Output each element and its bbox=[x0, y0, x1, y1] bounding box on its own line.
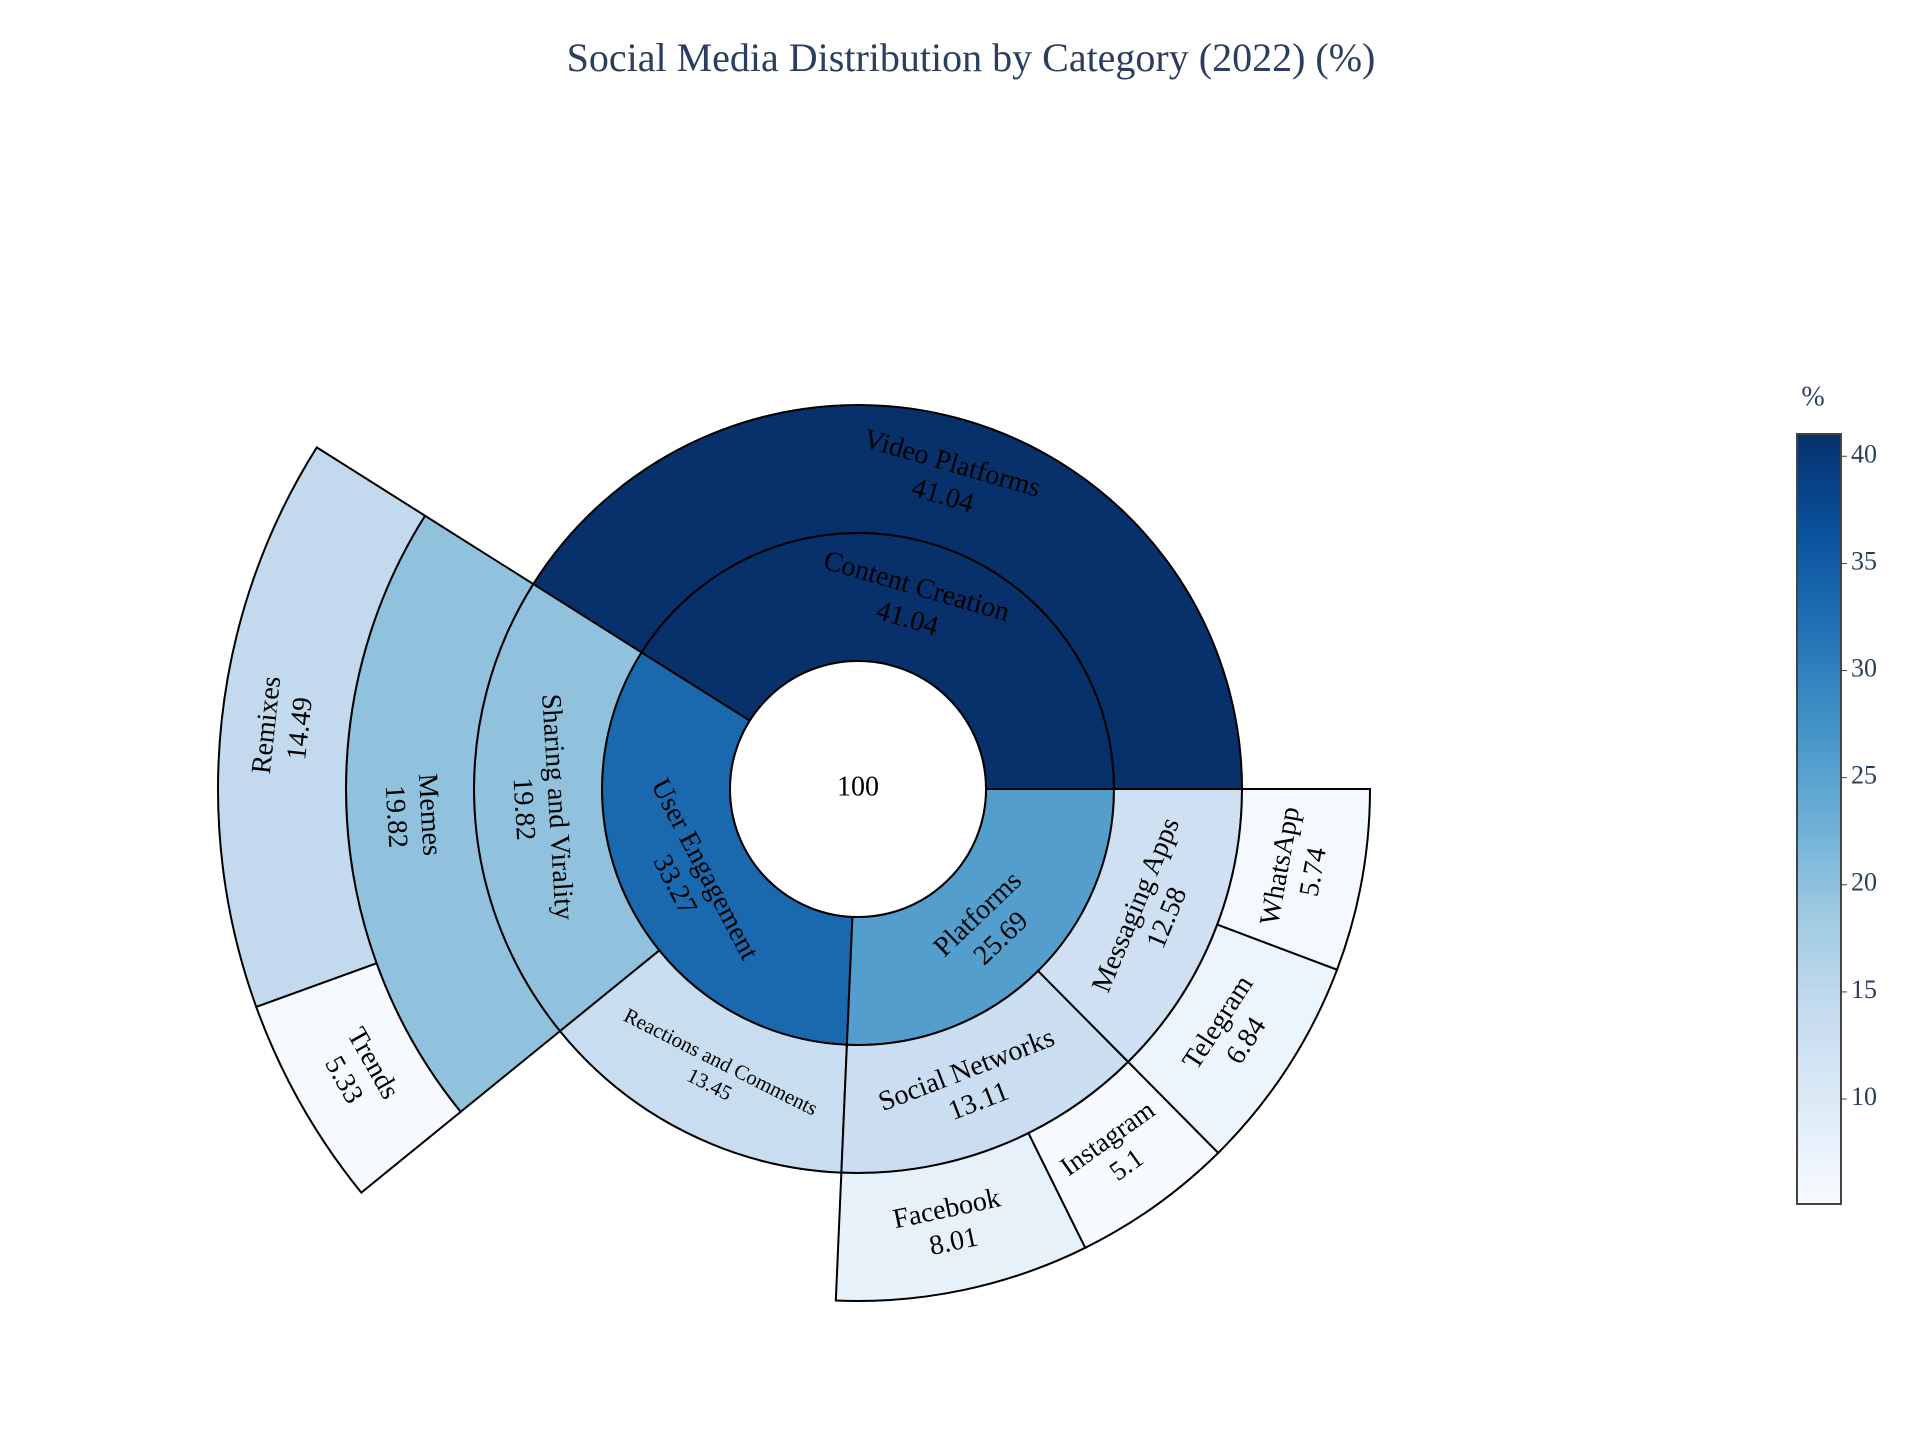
colorbar-tick-label: 15 bbox=[1851, 975, 1877, 1004]
root-value: 100 bbox=[837, 771, 879, 802]
colorbar-tick-label: 35 bbox=[1851, 546, 1877, 575]
colorbar-tick-label: 10 bbox=[1851, 1082, 1877, 1111]
colorbar-tick-label: 40 bbox=[1851, 439, 1877, 468]
colorbar-tick-label: 25 bbox=[1851, 761, 1877, 790]
segment-value: 19.82 bbox=[507, 777, 542, 842]
sunburst-segment bbox=[1216, 788, 1372, 971]
chart-title: Social Media Distribution by Category (2… bbox=[567, 35, 1376, 80]
sunburst-root bbox=[729, 660, 987, 918]
segment-label: Memes bbox=[412, 773, 448, 857]
colorbar bbox=[1796, 433, 1842, 1205]
colorbar-title: % bbox=[1801, 381, 1824, 412]
sunburst-segment bbox=[254, 962, 463, 1195]
colorbar-tick-label: 30 bbox=[1851, 653, 1877, 682]
sunburst-segment bbox=[531, 404, 1244, 790]
segment-value: 14.49 bbox=[281, 696, 319, 762]
colorbar-tick-label: 20 bbox=[1851, 868, 1877, 897]
segment-value: 19.82 bbox=[379, 784, 414, 849]
